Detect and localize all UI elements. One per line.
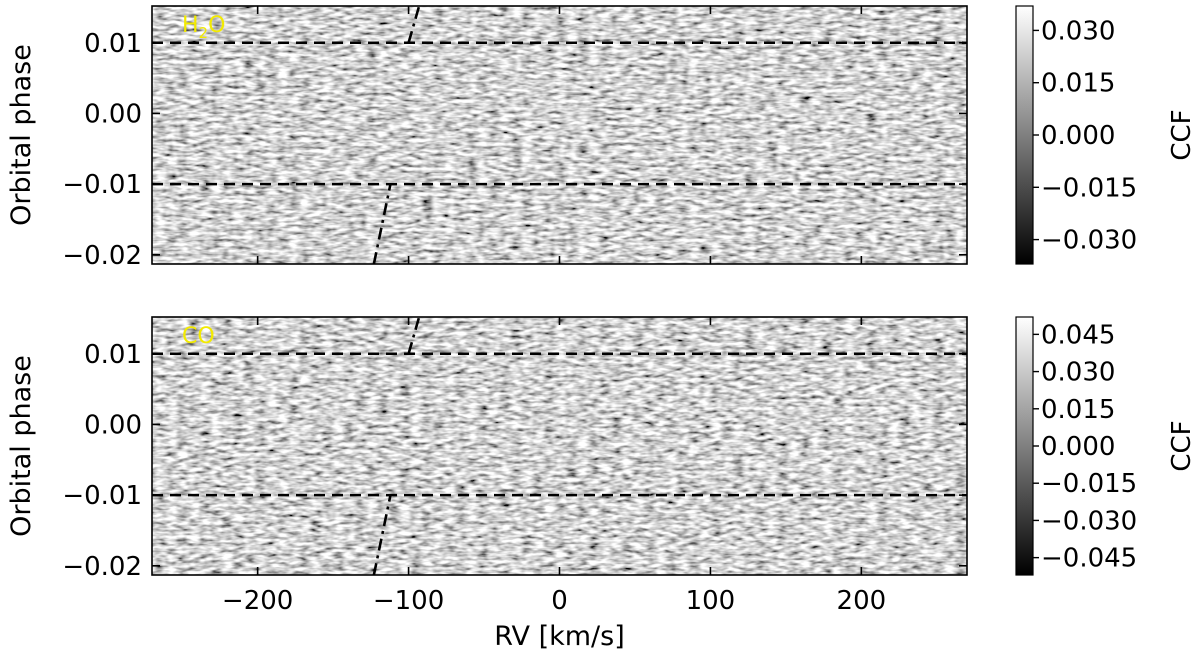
ytick-label: −0.02 [62, 241, 142, 271]
planet-trail-post [407, 5, 421, 44]
molecule-label: CO [182, 324, 215, 349]
colorbar-tick-label: 0.015 [1041, 395, 1115, 425]
ytick-label: −0.01 [62, 481, 142, 511]
planet-trail-post [407, 316, 421, 355]
colorbar-tick-label: 0.030 [1041, 16, 1115, 46]
colorbar-tick-label: −0.030 [1041, 226, 1137, 256]
colorbar-gradient [1015, 5, 1034, 265]
y-axis-title: Orbital phase [6, 355, 37, 537]
ytick-label: 0.01 [84, 340, 142, 370]
molecule-label: H2O [182, 13, 225, 42]
colorbar-tick-label: −0.015 [1041, 469, 1137, 499]
ytick-label: 0.01 [84, 29, 142, 59]
colorbar-tick-label: 0.030 [1041, 358, 1115, 388]
heatmap-noise [152, 317, 967, 575]
colorbar-tick-label: −0.015 [1041, 173, 1137, 203]
colorbar-tick-label: −0.030 [1041, 506, 1137, 536]
ytick-label: −0.02 [62, 552, 142, 582]
colorbar: 0.030 0.015 0.000 −0.015 −0.030 CCF [1015, 5, 1197, 265]
xtick-label: −100 [373, 586, 444, 616]
colorbar-tick-label: 0.000 [1041, 121, 1115, 151]
x-axis-title: RV [km/s] [494, 621, 625, 652]
ytick-label: 0.00 [84, 410, 142, 440]
colorbar-tick-label: 0.015 [1041, 69, 1115, 99]
ytick-label: −0.01 [62, 170, 142, 200]
ytick-label: 0.00 [84, 99, 142, 129]
planet-trail-pre [372, 183, 392, 265]
heatmap-noise [152, 6, 967, 264]
colorbar-gradient [1015, 316, 1034, 576]
colorbar-tick-label: 0.045 [1041, 320, 1115, 350]
xtick-label: 0 [551, 586, 568, 616]
panel-bottom: CO −200 −100 0 100 200 0.01 0.00 −0.01 −0.02 Orbit… [6, 316, 1197, 652]
colorbar-title: CCF [1167, 109, 1197, 160]
planet-trail-pre [372, 494, 392, 576]
xtick-label: 100 [686, 586, 736, 616]
xtick-label: 200 [837, 586, 887, 616]
xtick-label: −200 [222, 586, 293, 616]
colorbar-tick-label: −0.045 [1041, 544, 1137, 574]
colorbar: 0.045 0.030 0.015 0.000 −0.015 −0.030 −0.045 CC… [1015, 316, 1197, 576]
colorbar-tick-label: 0.000 [1041, 432, 1115, 462]
colorbar-title: CCF [1167, 420, 1197, 471]
y-axis-title: Orbital phase [6, 44, 37, 226]
